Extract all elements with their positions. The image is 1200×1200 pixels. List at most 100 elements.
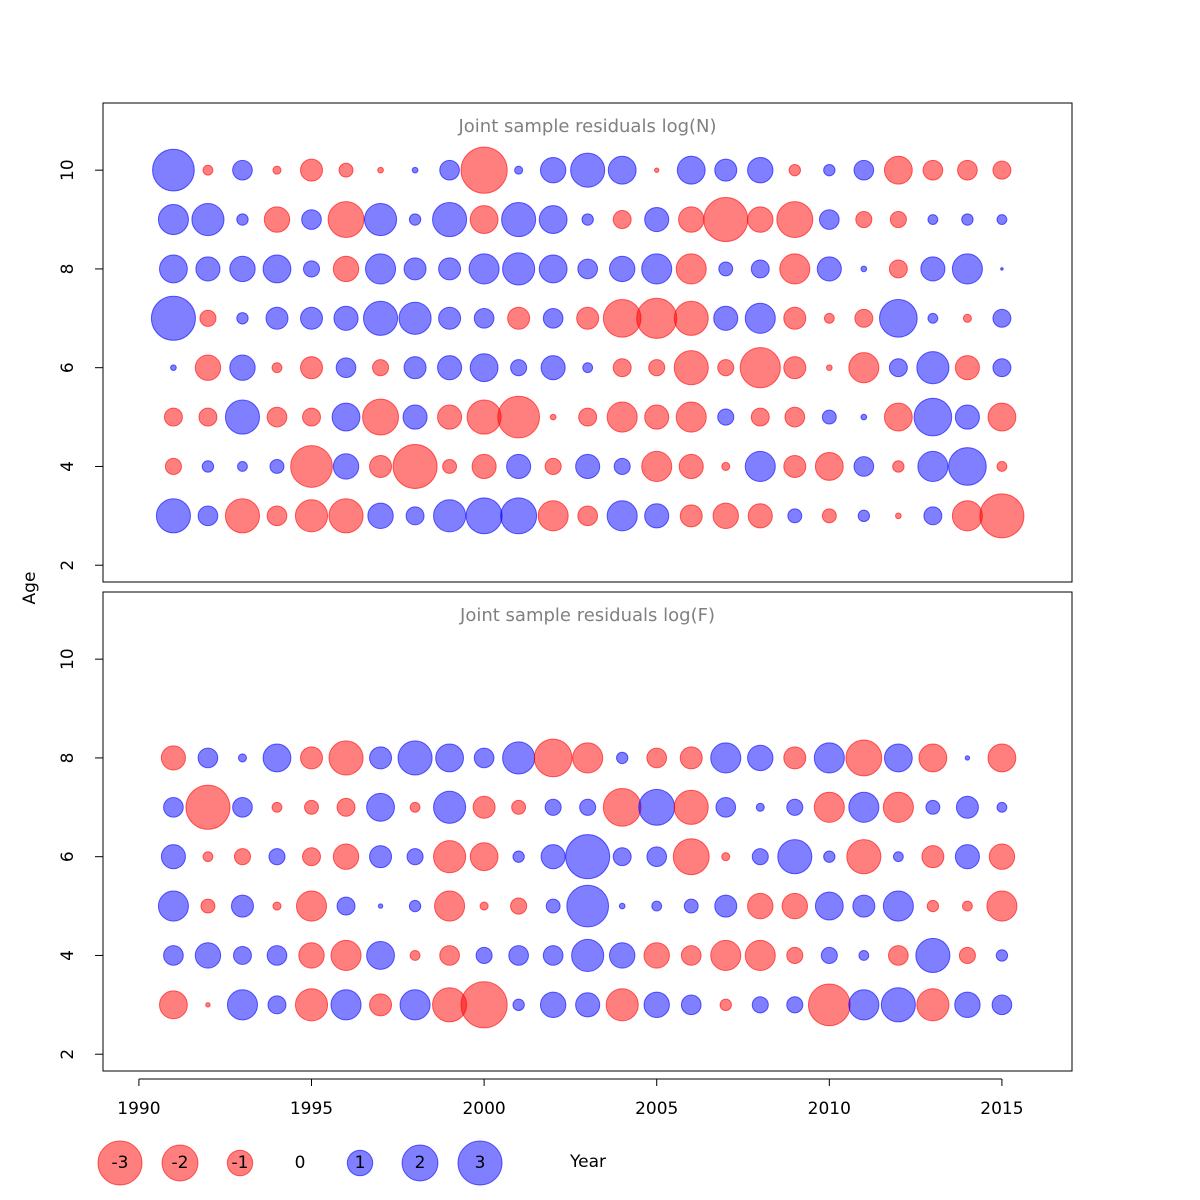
residual-bubble — [814, 452, 844, 481]
residual-bubble — [408, 213, 422, 226]
residual-bubble — [502, 252, 536, 286]
residual-bubble — [195, 256, 221, 282]
residual-bubble — [332, 255, 360, 283]
residual-bubble — [927, 214, 939, 225]
residual-bubble — [779, 253, 811, 285]
residual-bubble — [233, 848, 251, 866]
residual-bubble — [951, 500, 983, 532]
residual-bubble — [996, 461, 1008, 472]
residual-bubble — [964, 755, 971, 761]
residual-bubble — [405, 506, 425, 526]
legend-bubble — [401, 1144, 439, 1182]
residual-bubble — [150, 295, 196, 341]
residual-bubble — [330, 989, 362, 1021]
residual-bubble — [377, 903, 384, 909]
residual-bubble — [160, 745, 186, 771]
residual-bubble — [163, 796, 184, 818]
residual-bubble — [155, 498, 191, 534]
residual-bubble — [954, 991, 981, 1019]
residual-bubble — [646, 747, 668, 769]
residual-bubble — [714, 894, 738, 918]
residual-bubble — [747, 156, 774, 184]
residual-bubble — [159, 990, 188, 1020]
residual-bubble — [372, 359, 390, 377]
residual-bubble — [377, 166, 384, 174]
residual-bubble — [783, 306, 807, 330]
residual-bubble — [409, 801, 421, 813]
residual-bubble — [328, 498, 364, 534]
residual-bubble — [916, 351, 950, 385]
residual-bubble — [300, 356, 324, 380]
residual-bubble — [751, 848, 769, 866]
residual-bubble — [606, 500, 638, 532]
residual-bubble — [506, 453, 532, 479]
residual-bubble — [854, 308, 874, 328]
residual-bubble — [538, 254, 568, 284]
residual-bubble — [717, 408, 735, 426]
residual-bubble — [883, 743, 913, 773]
residual-bubble — [302, 847, 321, 867]
residual-bubble — [673, 350, 709, 386]
residual-bubble — [853, 159, 875, 181]
residual-bubble — [229, 354, 256, 381]
residual-bubble — [920, 256, 946, 282]
residual-bubble — [570, 152, 606, 188]
residual-bubble — [578, 407, 598, 427]
residual-bubble — [232, 945, 252, 965]
residual-bubble — [272, 165, 282, 175]
residual-bubble — [502, 741, 536, 775]
residual-bubble — [202, 851, 214, 863]
residual-bubble — [294, 988, 329, 1022]
residual-bubble — [807, 983, 851, 1027]
residual-bubble — [468, 253, 500, 285]
residual-bubble — [301, 209, 322, 230]
residual-bubble — [511, 799, 527, 815]
x-tick-label: 1995 — [290, 1099, 333, 1119]
residual-bubble — [602, 787, 642, 827]
residual-bubble — [185, 784, 231, 830]
residual-bubble — [338, 162, 354, 178]
residual-bubble — [612, 210, 632, 230]
residual-bubble — [514, 165, 524, 175]
y-tick-label: 4 — [58, 950, 78, 961]
residual-bubble — [606, 401, 638, 433]
residual-bubble — [820, 946, 838, 964]
residual-bubble — [460, 981, 508, 1029]
residual-bubble — [916, 988, 950, 1022]
residual-bubble — [579, 798, 597, 816]
residual-bubble — [605, 988, 639, 1022]
residual-bubble — [612, 847, 632, 867]
residual-bubble — [411, 166, 419, 174]
residual-bubble — [676, 155, 706, 185]
residual-bubble — [544, 798, 562, 816]
y-tick-label: 10 — [58, 648, 78, 670]
residual-bubble — [641, 253, 673, 285]
residual-bubble — [895, 512, 902, 520]
residual-bubble — [540, 355, 566, 381]
residual-bubble — [582, 362, 594, 374]
residual-bubble — [996, 214, 1008, 225]
residual-bubble — [512, 850, 525, 863]
residual-bubble — [954, 404, 980, 430]
residual-bubble — [333, 305, 359, 331]
residual-bubble — [823, 312, 835, 324]
residual-bubble — [542, 307, 564, 329]
residual-bubble — [408, 899, 422, 913]
residual-bubble — [917, 450, 949, 482]
residual-bubble — [747, 744, 774, 772]
residual-bubble — [954, 844, 980, 870]
residual-bubble — [369, 454, 393, 478]
residual-bubble — [409, 950, 421, 961]
residual-bubble — [406, 848, 424, 866]
residual-bubble — [433, 840, 467, 874]
residual-bubble — [335, 357, 357, 379]
residual-bubble — [403, 356, 427, 380]
residual-bubble — [991, 994, 1013, 1016]
residual-bubble — [540, 844, 566, 870]
residual-bubble — [821, 409, 837, 425]
legend-label: 0 — [295, 1153, 306, 1173]
residual-bubble — [575, 453, 601, 479]
residual-bubble — [715, 796, 737, 818]
residual-bubble — [680, 945, 702, 966]
residual-bubble — [987, 743, 1017, 773]
